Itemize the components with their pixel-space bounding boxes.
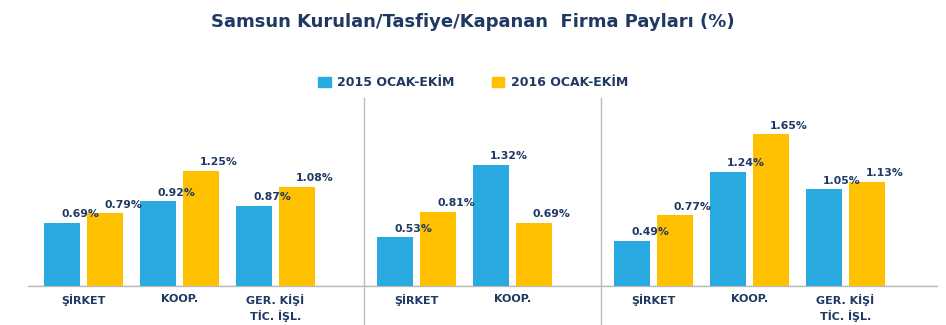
Bar (420, 212, 456, 286)
Text: 0.53%: 0.53% (394, 224, 432, 234)
Bar (140, 202, 176, 286)
Text: 0.87%: 0.87% (254, 192, 291, 202)
Bar (657, 215, 692, 286)
Bar (236, 206, 272, 286)
Text: 0.69%: 0.69% (533, 209, 570, 219)
Bar (87, 213, 123, 286)
Text: 0.79%: 0.79% (104, 200, 142, 210)
Text: 0.81%: 0.81% (437, 198, 475, 208)
Bar (806, 189, 842, 286)
Bar (279, 187, 315, 286)
Bar (753, 134, 789, 286)
Text: 1.32%: 1.32% (490, 151, 528, 161)
Text: Samsun Kurulan/Tasfiye/Kapanan  Firma Payları (%): Samsun Kurulan/Tasfiye/Kapanan Firma Pay… (211, 13, 735, 31)
Bar (183, 171, 219, 286)
Text: 1.05%: 1.05% (823, 176, 861, 186)
Text: 1.65%: 1.65% (770, 121, 808, 131)
Bar (614, 241, 650, 286)
Bar (473, 165, 509, 286)
Text: 1.25%: 1.25% (201, 157, 238, 167)
Bar (516, 223, 552, 286)
Text: 1.13%: 1.13% (866, 168, 903, 178)
Bar (710, 172, 745, 286)
Text: 1.08%: 1.08% (296, 173, 334, 183)
Bar (377, 237, 413, 286)
Text: 1.24%: 1.24% (727, 158, 765, 168)
Bar (44, 223, 80, 286)
Text: 0.69%: 0.69% (61, 209, 99, 219)
Text: 0.77%: 0.77% (674, 202, 711, 212)
Text: 0.92%: 0.92% (157, 188, 195, 198)
Bar (849, 182, 885, 286)
Legend: 2015 OCAK-EKİM, 2016 OCAK-EKİM: 2015 OCAK-EKİM, 2016 OCAK-EKİM (313, 71, 633, 94)
Text: 0.49%: 0.49% (631, 227, 669, 237)
